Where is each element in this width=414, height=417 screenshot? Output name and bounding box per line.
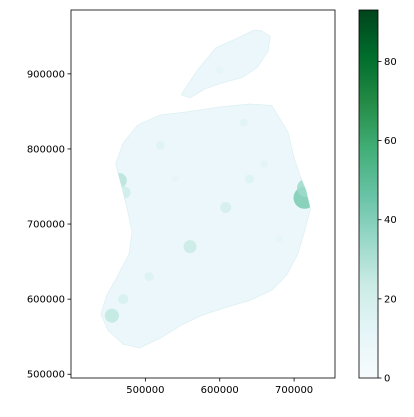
colorbar-tick-label: 0 (384, 374, 390, 385)
y-tick-label: 700000 (27, 220, 65, 231)
x-tick-label: 700000 (275, 385, 313, 396)
colorbar-tick-label: 40 (384, 215, 397, 226)
hotspot-mark (118, 294, 129, 305)
hotspot-mark (275, 235, 283, 243)
x-tick-label: 500000 (126, 385, 164, 396)
y-tick-label: 800000 (27, 144, 65, 155)
colorbar-axis: 0 20 40 60 80 (378, 57, 397, 385)
y-tick-label: 600000 (27, 295, 65, 306)
plot-frame (70, 9, 336, 379)
hotspot-mark (155, 140, 165, 150)
x-axis: 500000 600000 700000 (126, 378, 313, 396)
hotspot-mark (104, 308, 119, 323)
x-tick-label: 600000 (201, 385, 239, 396)
y-axis: 500000 600000 700000 800000 900000 (27, 69, 71, 381)
hotspot-mark (144, 272, 154, 282)
colorbar-tick-label: 20 (384, 294, 397, 305)
hotspot-mark (260, 160, 269, 168)
hotspot-mark (220, 202, 232, 213)
hotspot-mark (216, 66, 224, 74)
hotspot-mark (239, 118, 248, 127)
land-region (100, 30, 311, 349)
hotspot-mark (245, 174, 254, 184)
land-layer (100, 30, 311, 349)
y-tick-label: 900000 (27, 69, 65, 80)
colorbar-tick-label: 80 (384, 57, 397, 68)
colorbar-gradient (358, 9, 379, 379)
y-tick-label: 500000 (27, 370, 65, 381)
hotspot-mark (183, 240, 197, 254)
colorbar-tick-label: 60 (384, 136, 397, 147)
hotspot-mark (171, 175, 179, 183)
